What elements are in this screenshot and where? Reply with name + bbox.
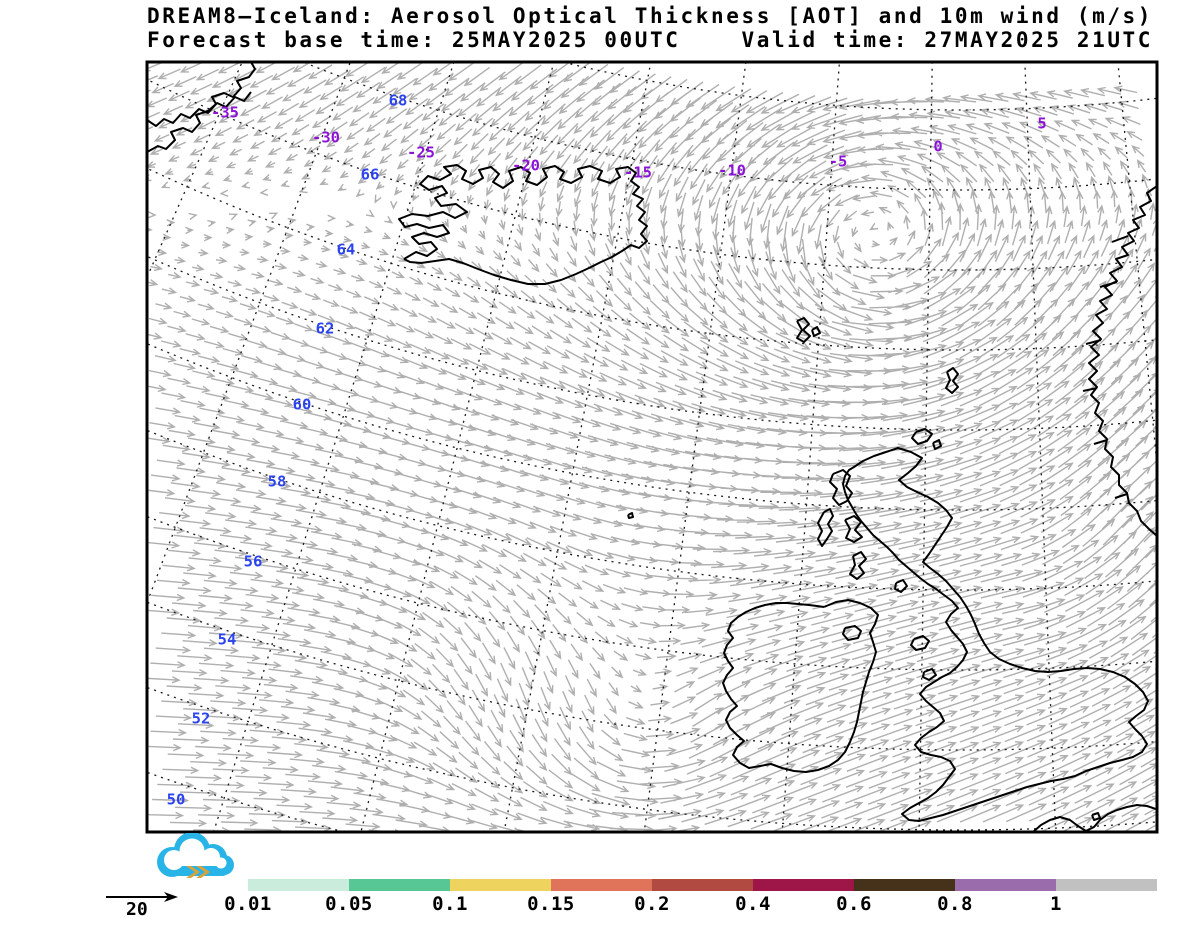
lon-label--35: -35 — [211, 104, 239, 122]
aot-colorbar-segment-0.8 — [955, 879, 1056, 891]
lat-label-50: 50 — [167, 791, 186, 809]
lat-label-66: 66 — [361, 166, 380, 184]
aot-colorbar-segment-0.4 — [753, 879, 854, 891]
coastline-skye — [844, 515, 863, 543]
coastline-arran — [894, 579, 908, 593]
coastline-norway_fjord2 — [1099, 281, 1118, 288]
coastline-ireland — [722, 599, 879, 773]
coastline-layer — [148, 63, 1156, 831]
lat-label-68: 68 — [389, 92, 408, 110]
coastline-lewis — [829, 469, 853, 506]
seevccc-cloud-icon — [157, 832, 234, 878]
lon-label--30: -30 — [312, 129, 340, 147]
lat-label-54: 54 — [218, 631, 237, 649]
wind-reference-value: 20 — [126, 899, 148, 920]
lat-label-64: 64 — [337, 241, 356, 259]
aot-tick-0.15: 0.15 — [527, 893, 575, 915]
coastline-iceland — [398, 164, 648, 285]
coastline-shetland — [945, 367, 959, 394]
coastline-lough_neagh — [842, 625, 862, 641]
map-subtitle-forecast-times: Forecast base time: 25MAY2025 00UTC Vali… — [147, 28, 1154, 52]
map-title: DREAM8—Iceland: Aerosol Optical Thicknes… — [147, 4, 1154, 28]
lon-label-0: 0 — [933, 138, 942, 156]
lat-label-62: 62 — [316, 320, 335, 338]
lon-label-5: 5 — [1037, 115, 1046, 133]
lat-label-58: 58 — [268, 473, 287, 491]
coastline-norway_fjord3 — [1085, 339, 1102, 345]
coastline-france — [1032, 804, 1156, 831]
aot-tick-0.1: 0.1 — [432, 893, 468, 915]
coastline-norway_fjord5 — [1093, 439, 1108, 445]
aot-colorbar — [248, 879, 1157, 891]
aot-tick-0.2: 0.2 — [634, 893, 670, 915]
coastline-norway — [1088, 185, 1156, 537]
aot-tick-0.01: 0.01 — [224, 893, 272, 915]
coastline-greenland2 — [148, 91, 252, 127]
coastline-channel_is — [1091, 812, 1101, 821]
coastline-norway_fjord4 — [1082, 387, 1098, 392]
coastline-isle_of_man — [910, 635, 930, 651]
aot-colorbar-segment-0.2 — [652, 879, 753, 891]
aot-tick-0.6: 0.6 — [836, 893, 872, 915]
aot-colorbar-segment-0.6 — [854, 879, 955, 891]
lat-label-52: 52 — [192, 710, 211, 728]
coastline-faroes — [796, 317, 811, 343]
lat-label-60: 60 — [293, 396, 312, 414]
map-frame — [145, 60, 1159, 834]
coastline-norway_fjord6 — [1114, 493, 1128, 499]
coastline-anglesey — [922, 668, 937, 681]
seevccc-logo: SEEVCCC — [146, 832, 386, 883]
lon-label--10: -10 — [718, 162, 746, 180]
aot-tick-0.4: 0.4 — [735, 893, 771, 915]
aot-colorbar-segment-0.1 — [450, 879, 551, 891]
coastline-greenland — [148, 63, 256, 153]
aot-colorbar-segment-0.15 — [551, 879, 652, 891]
coastline-norway_fjord1 — [1111, 235, 1129, 243]
aot-colorbar-segment-1 — [1056, 879, 1157, 891]
lat-label-56: 56 — [244, 553, 263, 571]
coastline-uist — [817, 508, 834, 547]
lon-label--25: -25 — [407, 144, 435, 162]
lon-label--15: -15 — [624, 164, 652, 182]
coastline-orkney — [911, 428, 933, 445]
aot-tick-0.8: 0.8 — [937, 893, 973, 915]
wind-reference-arrow — [100, 888, 210, 928]
lon-label--20: -20 — [512, 157, 540, 175]
coastline-orkney2 — [932, 439, 942, 450]
coastline-islay — [849, 551, 867, 580]
coastline-great_britain — [842, 447, 1149, 822]
coastline-st_kilda — [627, 512, 634, 519]
aot-tick-1: 1 — [1050, 893, 1062, 915]
aot-colorbar-segment-0.01 — [248, 879, 349, 891]
aot-tick-0.05: 0.05 — [325, 893, 373, 915]
coastline-faroes2 — [811, 326, 821, 337]
wind-arrows-layer — [148, 63, 1156, 831]
aot-colorbar-segment-0.05 — [349, 879, 450, 891]
lon-label--5: -5 — [829, 153, 848, 171]
